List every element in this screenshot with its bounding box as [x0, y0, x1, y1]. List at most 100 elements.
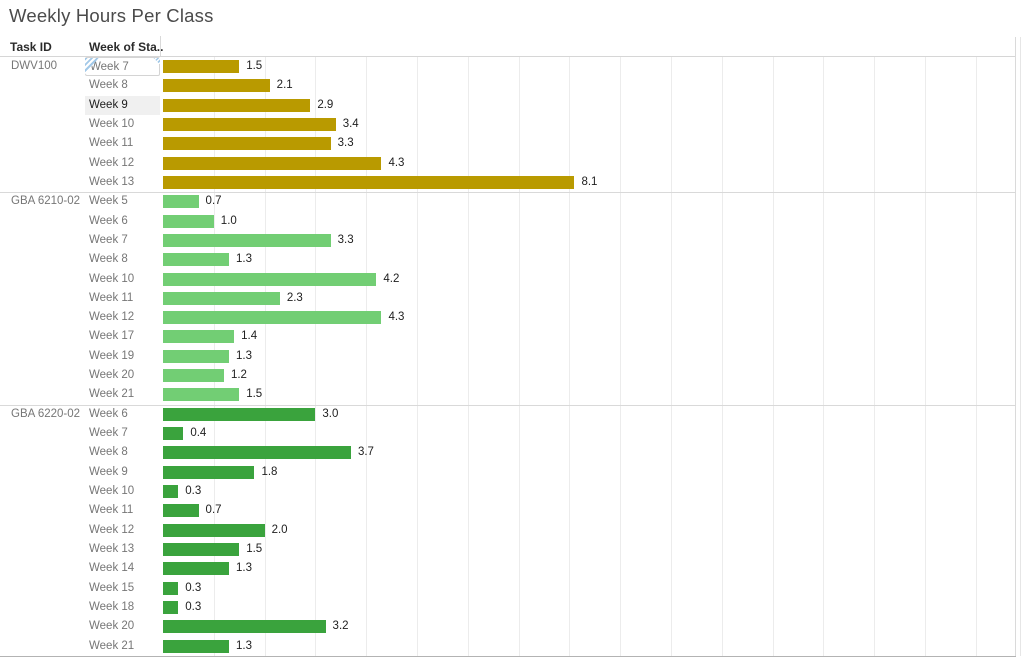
week-label[interactable]: Week 14 [89, 562, 135, 575]
week-label[interactable]: Week 11 [89, 291, 134, 304]
header-column-divider [160, 36, 161, 56]
bar[interactable] [163, 98, 311, 112]
bar[interactable] [163, 562, 230, 576]
bar-value-label: 8.1 [581, 175, 598, 188]
week-label[interactable]: Week 11 [89, 504, 134, 517]
bar-value-label: 0.3 [185, 485, 202, 498]
gridline [417, 57, 418, 656]
bar[interactable] [163, 311, 382, 325]
bar[interactable] [163, 504, 199, 518]
week-label[interactable]: Week 9 [89, 465, 128, 478]
gridline [671, 57, 672, 656]
week-label[interactable]: Week 10 [89, 485, 135, 498]
bar-value-label: 2.1 [276, 79, 293, 92]
column-header-week-of-start[interactable]: Week of Sta.. [89, 40, 164, 54]
bar-value-label: 1.5 [246, 60, 263, 72]
gridline [975, 57, 977, 656]
bar[interactable] [163, 156, 382, 170]
bar-value-label: 1.4 [241, 330, 258, 343]
week-label[interactable]: Week 8 [89, 79, 128, 92]
bar[interactable] [163, 253, 230, 267]
pane-right-border [1015, 37, 1016, 656]
week-label[interactable]: Week 8 [89, 446, 128, 459]
bar[interactable] [163, 446, 351, 460]
week-label[interactable]: Week 10 [89, 272, 135, 285]
bar[interactable] [163, 291, 280, 305]
bar[interactable] [163, 233, 331, 247]
window-right-edge [1020, 37, 1021, 656]
week-label[interactable]: Week 12 [89, 311, 135, 324]
week-label[interactable]: Week 8 [89, 253, 128, 266]
bar[interactable] [163, 175, 575, 189]
week-label[interactable]: Week 10 [89, 117, 135, 130]
week-label[interactable]: Week 7 [89, 233, 128, 246]
gridline [721, 57, 723, 656]
week-label[interactable]: Week 13 [89, 543, 135, 555]
bar-value-label: 2.3 [286, 291, 303, 304]
bar-value-label: 4.3 [388, 156, 405, 169]
task-group-label[interactable]: GBA 6210-02 [11, 195, 81, 208]
bar-value-label: 4.2 [383, 272, 400, 285]
bar-value-label: 0.7 [205, 195, 222, 208]
bar[interactable] [163, 407, 316, 421]
bar[interactable] [163, 388, 240, 402]
bar-value-label: 1.3 [236, 349, 253, 362]
week-label[interactable]: Week 7 [89, 427, 128, 440]
tooltip-corner-icon[interactable] [153, 57, 160, 65]
week-label[interactable]: Week 12 [89, 156, 135, 169]
week-label[interactable]: Week 17 [89, 330, 135, 343]
week-label[interactable]: Week 15 [89, 581, 135, 594]
column-header-task-id[interactable]: Task ID [10, 40, 52, 54]
week-label[interactable]: Week 13 [89, 175, 135, 188]
bar-value-label: 0.3 [185, 581, 202, 594]
bar[interactable] [163, 272, 377, 286]
bar[interactable] [163, 639, 230, 653]
bar[interactable] [163, 600, 179, 614]
gridline [467, 57, 469, 656]
gridline [772, 57, 774, 656]
week-label[interactable]: Week 21 [89, 639, 135, 652]
bar-value-label: 4.3 [388, 311, 405, 324]
bar[interactable] [163, 117, 336, 131]
gridline [569, 57, 571, 656]
bar[interactable] [163, 214, 214, 228]
bar[interactable] [163, 427, 184, 441]
bar[interactable] [163, 195, 199, 209]
bar-value-label: 0.3 [185, 600, 202, 613]
bar[interactable] [163, 523, 265, 537]
bar[interactable] [163, 137, 331, 151]
week-label[interactable]: Week 9 [85, 95, 160, 115]
task-group-label[interactable]: GBA 6220-02 [11, 407, 81, 420]
week-label[interactable]: Week 18 [89, 600, 135, 613]
bar-value-label: 1.8 [261, 465, 278, 478]
page-title: Weekly Hours Per Class [9, 5, 214, 26]
bar[interactable] [163, 465, 255, 479]
bar[interactable] [163, 369, 224, 383]
bar[interactable] [163, 620, 326, 634]
week-label[interactable]: Week 11 [89, 137, 134, 150]
bar[interactable] [163, 330, 235, 344]
bar[interactable] [163, 485, 179, 499]
week-label[interactable]: Week 20 [89, 620, 135, 633]
bar-value-label: 0.4 [190, 427, 207, 440]
task-group-label[interactable]: DWV100 [11, 60, 58, 72]
gridline [366, 57, 368, 656]
bar[interactable] [163, 60, 240, 73]
week-label[interactable]: Week 21 [89, 388, 135, 401]
week-label[interactable]: Week 12 [89, 523, 135, 536]
bar[interactable] [163, 349, 230, 363]
bar-value-label: 3.4 [342, 117, 359, 130]
week-label[interactable]: Week 6 [89, 407, 128, 420]
week-label[interactable]: Week 6 [89, 214, 128, 227]
gridline [518, 57, 520, 656]
bar[interactable] [163, 543, 240, 556]
bar[interactable] [163, 79, 270, 93]
week-label[interactable]: Week 19 [89, 349, 135, 362]
bar[interactable] [163, 581, 179, 595]
axis-bottom-line [0, 655, 1016, 657]
gridline [925, 57, 926, 656]
bar-value-label: 3.3 [337, 233, 354, 246]
week-label[interactable]: Week 20 [89, 369, 135, 382]
week-label[interactable]: Week 5 [89, 195, 128, 208]
